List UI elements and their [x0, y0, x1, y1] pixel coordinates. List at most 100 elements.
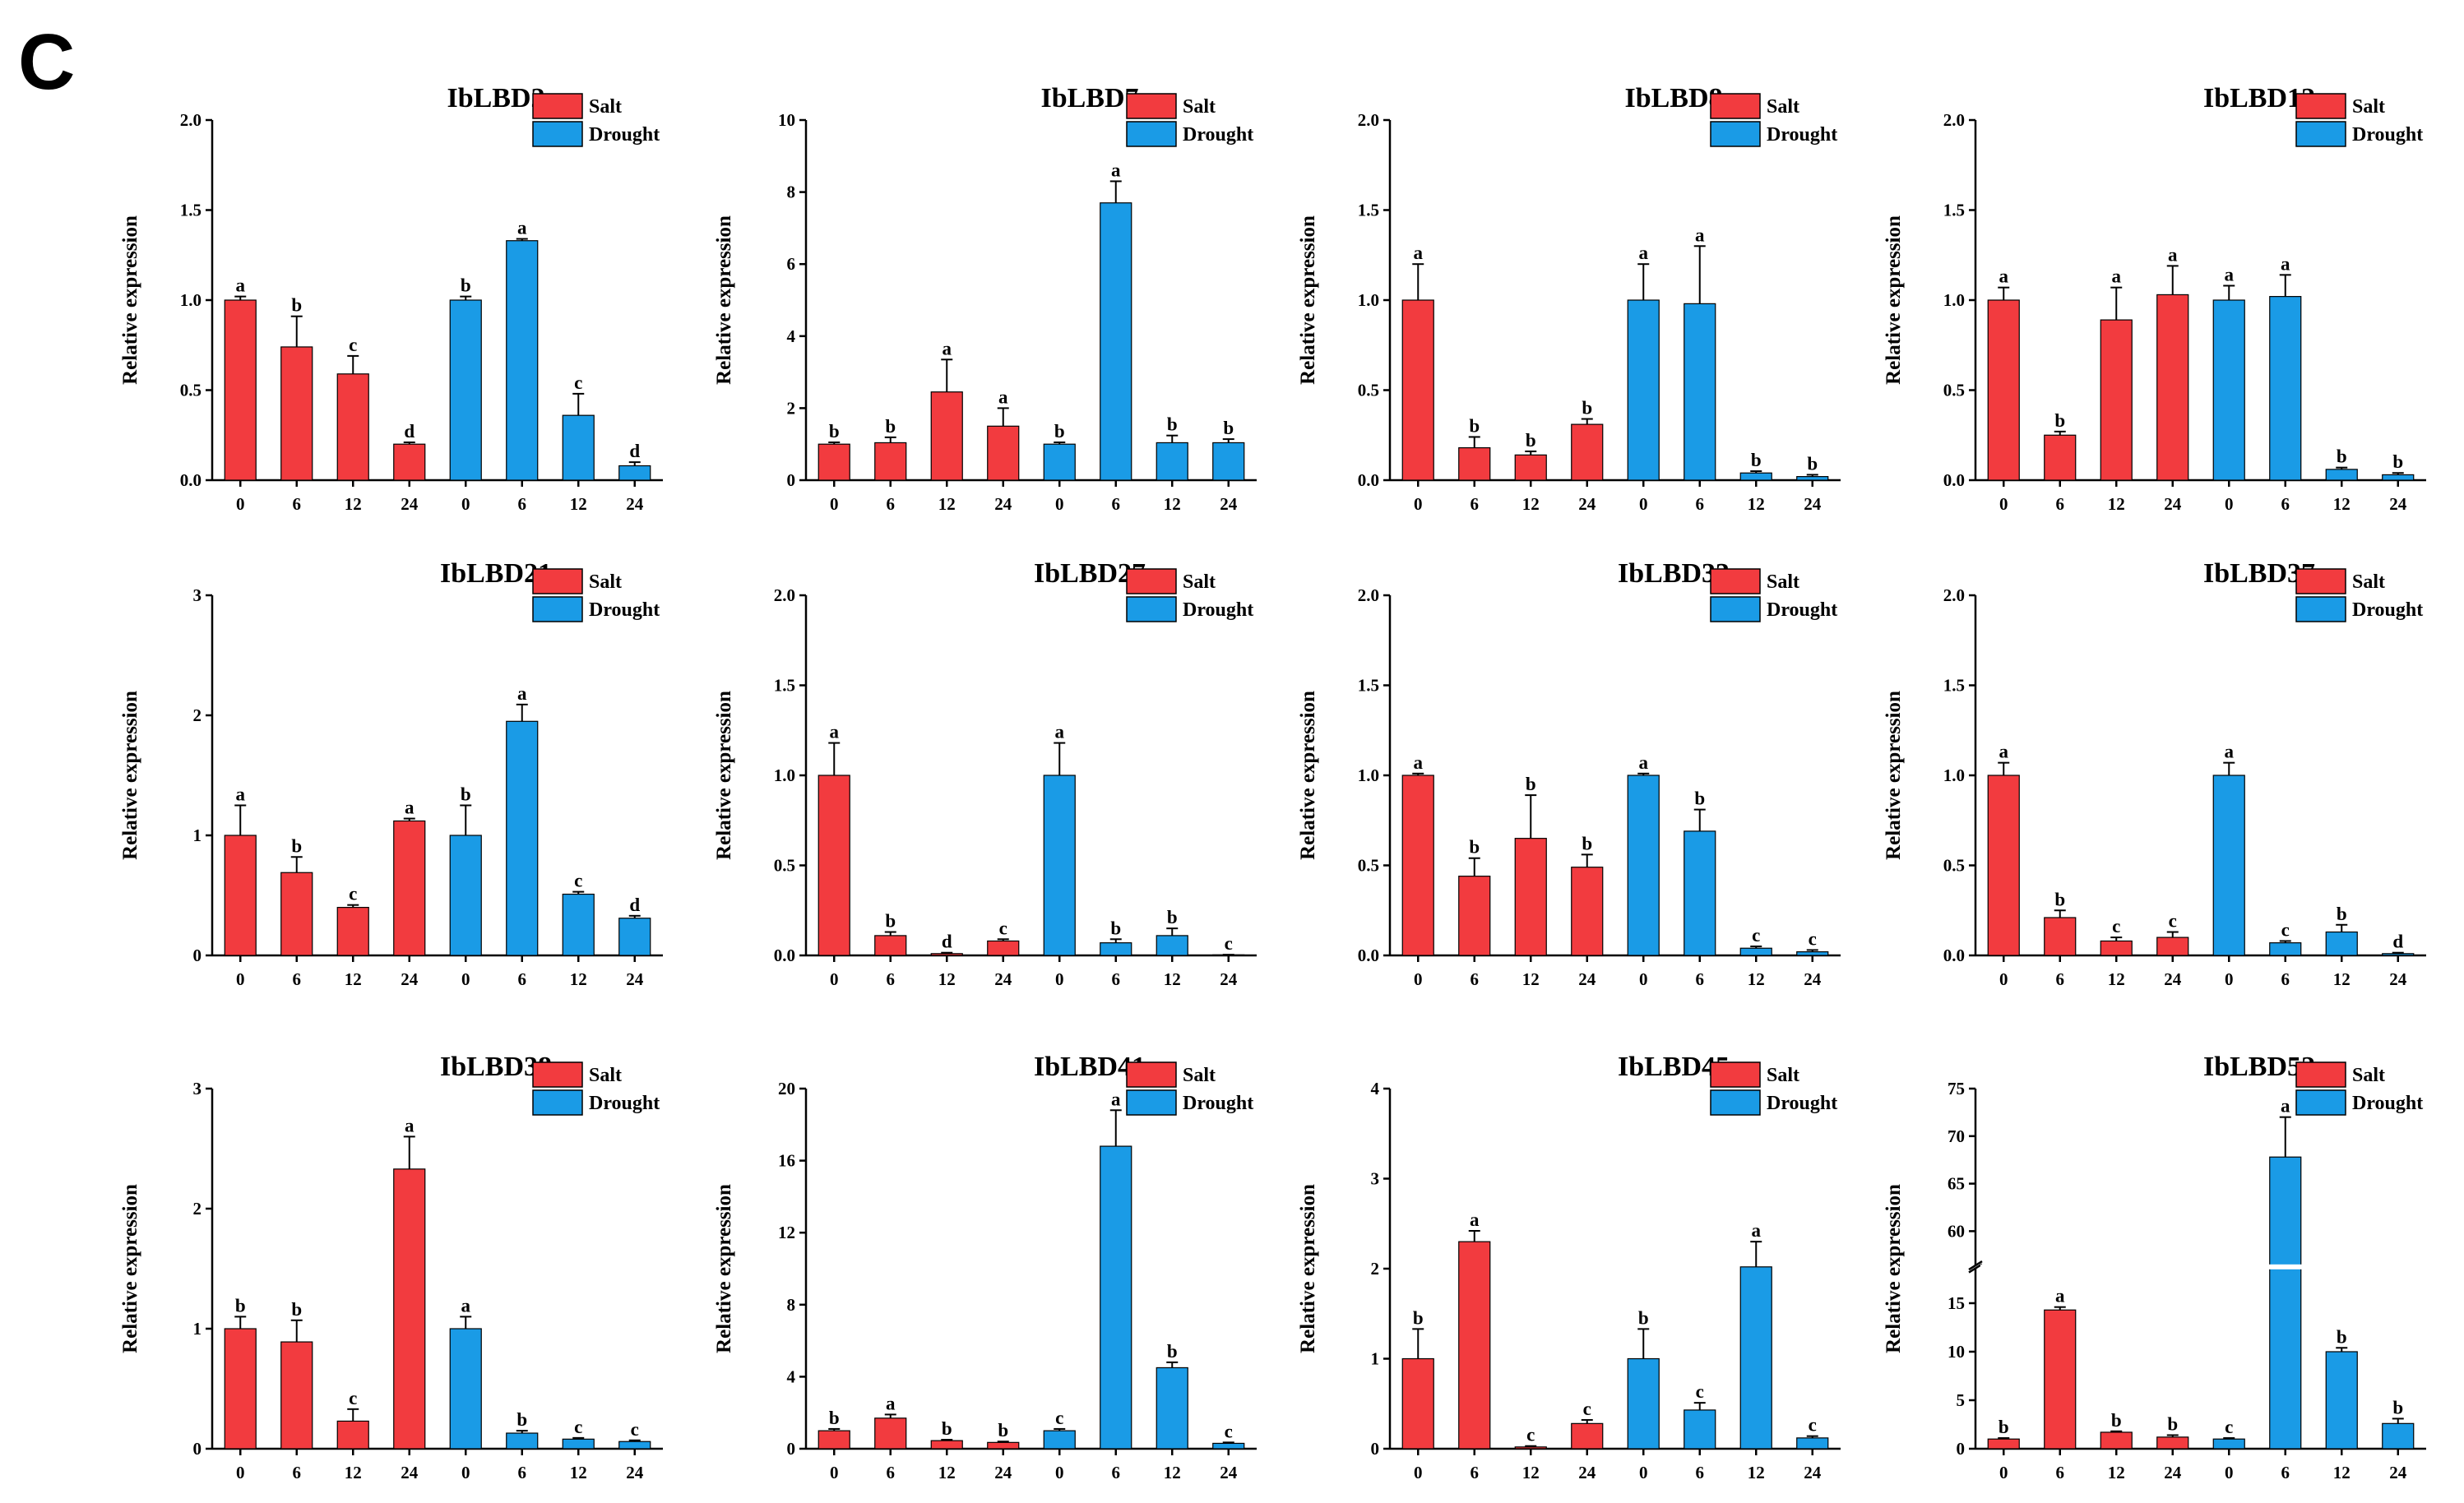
legend-swatch-drought	[1126, 1089, 1177, 1116]
x-tick-label: 24	[1578, 1463, 1596, 1482]
significance-letter: b	[885, 911, 896, 932]
significance-letter: a	[1414, 752, 1424, 773]
x-tick-label: 6	[887, 1463, 896, 1482]
bar-drought	[1796, 951, 1829, 956]
significance-letter: a	[236, 784, 246, 805]
x-tick-label: 12	[2108, 494, 2125, 514]
significance-letter: c	[1752, 925, 1760, 946]
chart-title: IbLBD7	[1040, 83, 1138, 113]
y-tick-label: 1.5	[1358, 201, 1379, 220]
axis-break-mark	[1968, 1263, 1983, 1274]
significance-letter: b	[1054, 421, 1065, 442]
bar-drought	[2269, 942, 2302, 956]
significance-letter: d	[942, 932, 952, 952]
y-tick-label: 1.5	[774, 676, 795, 696]
significance-letter: c	[1809, 1415, 1817, 1436]
bar-drought	[1796, 1437, 1829, 1450]
legend-swatch-salt	[1710, 568, 1761, 594]
legend-swatch-drought	[1710, 1089, 1761, 1116]
legend-label-salt: Salt	[2352, 571, 2385, 593]
significance-letter: b	[1469, 415, 1480, 436]
significance-letter: b	[1110, 918, 1121, 938]
x-tick-label: 24	[1578, 494, 1596, 514]
y-tick-label: 70	[1948, 1126, 1965, 1146]
bar-drought	[1684, 830, 1716, 956]
significance-letter: c	[2112, 916, 2120, 936]
bar-drought	[1100, 202, 1132, 481]
x-tick-label: 0	[830, 1463, 839, 1482]
significance-letter: b	[2054, 410, 2065, 431]
x-tick-label: 6	[2056, 1463, 2065, 1482]
bar-drought	[506, 720, 539, 956]
significance-letter: b	[1223, 418, 1234, 438]
significance-letter: c	[999, 918, 1007, 938]
bar-drought	[2382, 474, 2415, 481]
y-tick-label: 1.0	[180, 290, 201, 310]
bar-drought	[1627, 775, 1660, 956]
significance-letter: b	[1167, 414, 1178, 435]
legend-swatch-drought	[2295, 596, 2346, 622]
legend-swatch-drought	[1710, 596, 1761, 622]
significance-letter: b	[2054, 889, 2065, 909]
y-tick-label: 0	[787, 470, 796, 490]
bar-drought	[2212, 1438, 2245, 1450]
y-axis-label: Relative expression	[1297, 215, 1319, 385]
y-tick-label: 2	[193, 705, 202, 725]
y-tick-label: 2.0	[774, 585, 795, 605]
x-tick-label: 6	[1696, 969, 1705, 989]
x-tick-label: 6	[2056, 969, 2065, 989]
significance-letter: b	[1469, 837, 1480, 858]
x-tick-label: 24	[2164, 1463, 2182, 1482]
bar-drought	[1212, 442, 1245, 481]
x-tick-label: 0	[1055, 1463, 1064, 1482]
bar-salt	[930, 391, 963, 481]
y-tick-label: 1.5	[1358, 676, 1379, 696]
y-axis-label: Relative expression	[119, 215, 141, 385]
x-tick-label: 6	[1112, 1463, 1121, 1482]
x-tick-label: 12	[1748, 1463, 1765, 1482]
chart-iblbd2: IbLBD2 Relative expression 0.0 0.5 1.0 1.5 2.0…	[119, 83, 663, 514]
significance-letter: b	[1526, 430, 1536, 451]
significance-letter: c	[2225, 1417, 2233, 1437]
legend-label-salt: Salt	[1183, 96, 1216, 118]
y-tick-label: 4	[1371, 1079, 1380, 1098]
legend-label-drought: Drought	[2352, 599, 2423, 621]
bar-salt	[2156, 936, 2189, 956]
y-axis-label: Relative expression	[119, 691, 141, 860]
legend-swatch-salt	[2295, 93, 2346, 119]
bar-drought	[1796, 476, 1829, 481]
bar-salt	[1571, 423, 1604, 481]
significance-letter: c	[574, 871, 582, 891]
significance-letter: b	[1582, 398, 1592, 419]
legend-label-salt: Salt	[2352, 1065, 2385, 1086]
significance-letter: b	[461, 784, 471, 805]
bar-drought	[1627, 1357, 1660, 1450]
significance-letter: d	[629, 895, 640, 915]
x-tick-label: 12	[2333, 494, 2351, 514]
y-tick-label: 1.5	[180, 201, 201, 220]
significance-letter: b	[885, 416, 896, 437]
x-tick-label: 12	[1164, 969, 1181, 989]
bar-salt	[393, 1168, 426, 1450]
bar-drought	[1156, 935, 1188, 956]
bar-drought	[2325, 469, 2358, 481]
x-tick-label: 12	[2108, 969, 2125, 989]
significance-letter: b	[998, 1420, 1008, 1441]
significance-letter: b	[2392, 1397, 2403, 1417]
bar-salt	[1571, 867, 1604, 956]
x-tick-label: 6	[518, 494, 527, 514]
significance-letter: b	[1807, 453, 1818, 474]
bar-drought	[1739, 472, 1772, 481]
x-tick-label: 6	[2281, 969, 2290, 989]
significance-letter: c	[1583, 1399, 1591, 1419]
x-tick-label: 12	[1748, 494, 1765, 514]
significance-letter: c	[1809, 928, 1817, 949]
bar-drought	[1684, 1409, 1716, 1450]
bar-salt	[1514, 838, 1547, 956]
x-tick-label: 0	[1055, 494, 1064, 514]
x-tick-label: 12	[938, 969, 956, 989]
